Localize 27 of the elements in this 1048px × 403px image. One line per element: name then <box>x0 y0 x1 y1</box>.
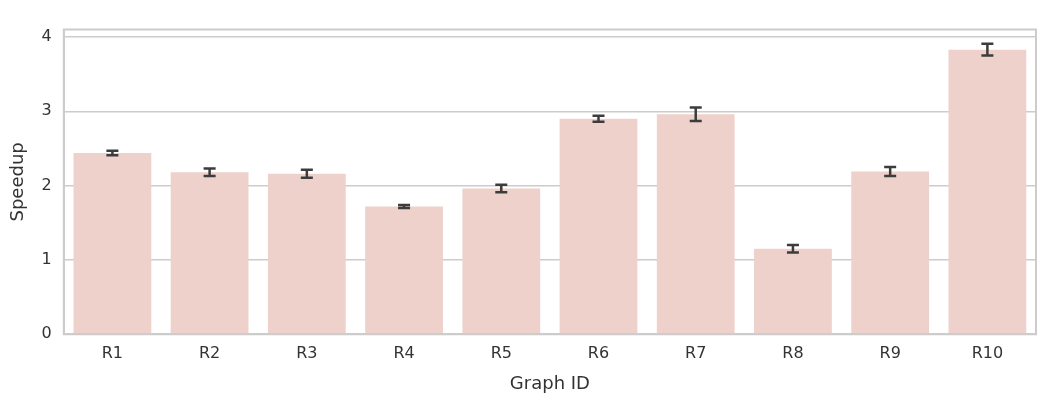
bar <box>73 152 152 334</box>
y-tick-label: 4 <box>41 26 52 46</box>
y-tick-label: 1 <box>41 249 52 269</box>
bar <box>851 171 930 334</box>
x-tick-label: R8 <box>782 342 804 362</box>
bar <box>948 49 1027 334</box>
x-tick-label: R6 <box>587 342 610 362</box>
x-tick-label: R4 <box>393 342 415 362</box>
x-tick-label: R1 <box>101 342 124 362</box>
x-axis-title: Graph ID <box>509 371 590 393</box>
x-tick-label: R2 <box>198 342 221 362</box>
bar <box>365 206 443 334</box>
bar <box>656 114 735 334</box>
y-axis-title: Speedup <box>6 142 28 222</box>
y-tick-label: 3 <box>41 100 52 120</box>
x-tick-label: R9 <box>879 342 901 362</box>
x-tick-label: R10 <box>971 342 1004 362</box>
y-tick-label: 0 <box>41 323 52 343</box>
bar <box>462 188 541 334</box>
bar <box>559 118 638 334</box>
x-tick-label: R3 <box>296 342 318 362</box>
x-tick-label: R5 <box>490 342 512 362</box>
bar <box>170 172 249 334</box>
bar <box>267 173 346 334</box>
bar <box>754 248 832 334</box>
x-tick-label: R7 <box>685 342 707 362</box>
y-tick-label: 2 <box>41 174 52 194</box>
